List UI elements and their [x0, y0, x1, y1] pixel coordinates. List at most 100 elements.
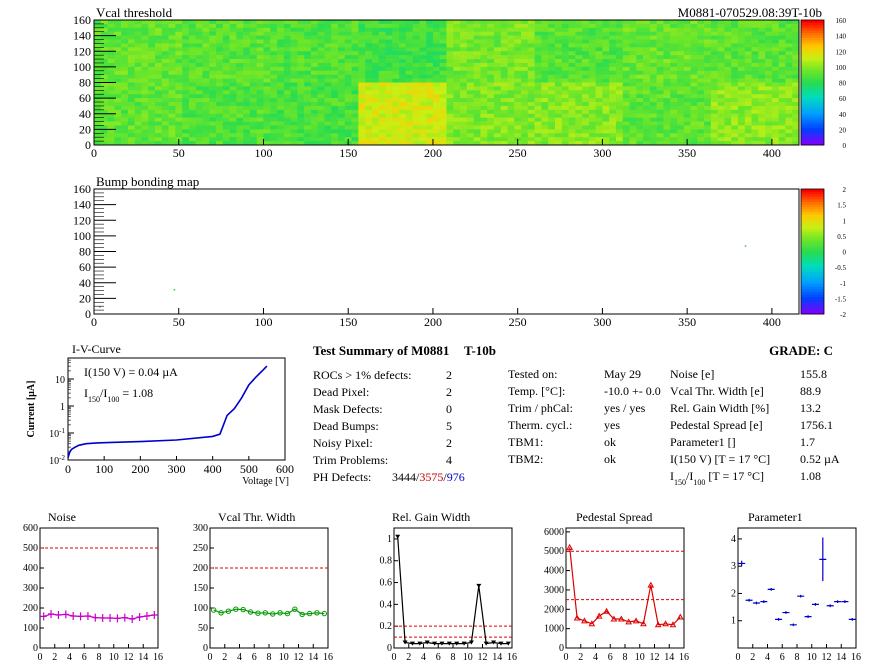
map1-cell [466, 129, 474, 134]
map1-cell [256, 105, 264, 111]
map1-cell [636, 90, 644, 95]
map1-cell [602, 55, 610, 60]
map1-cell [310, 31, 319, 36]
map1-cell [195, 43, 203, 48]
map1-cell [710, 94, 718, 99]
map1-cell [290, 98, 298, 103]
map1-cell [378, 39, 386, 44]
palette-swatch [801, 271, 824, 275]
map1-cell [683, 55, 691, 60]
map1-cell [310, 105, 319, 111]
map1-cell [480, 141, 488, 146]
map1-cell [317, 39, 325, 44]
map1-cell [602, 35, 610, 40]
map1-cell [432, 133, 441, 138]
iv-ytick-label: 10-2 [49, 454, 65, 467]
roc-xtick-label: 10 [807, 652, 817, 663]
map1-cell [141, 90, 149, 95]
roc-point [841, 600, 849, 603]
map1-cell [785, 27, 793, 33]
map1-cell [460, 47, 468, 52]
map1-cell [107, 141, 115, 146]
map1-cell [758, 102, 766, 107]
map1-cell [148, 55, 156, 60]
map1-cell [277, 137, 285, 142]
roc-xtick-label: 16 [851, 652, 861, 663]
map1-cell [304, 113, 312, 118]
map1-cell [141, 66, 149, 72]
map1-cell [358, 137, 366, 142]
palette-swatch [801, 204, 824, 207]
map1-cell [595, 109, 603, 115]
map1-cell [371, 102, 380, 107]
map1-cell [487, 102, 495, 107]
map1-cell [317, 98, 325, 103]
map1-cell [304, 43, 312, 48]
map1-cell [649, 90, 657, 95]
map1-cell [500, 23, 508, 29]
map1-cell [290, 62, 298, 68]
map1-cell [256, 20, 264, 25]
map1-cell [771, 94, 779, 99]
map1-cell [94, 70, 102, 75]
map1-cell [751, 129, 759, 134]
map1-cell [243, 102, 251, 107]
map1-cell [324, 27, 332, 33]
map1-cell [114, 137, 122, 142]
map1-cell [432, 59, 441, 64]
map1-cell [446, 62, 454, 68]
map1-cell [100, 82, 108, 87]
map1-cell [127, 133, 135, 138]
map1-cell [595, 55, 603, 60]
map1-cell [676, 98, 685, 103]
map1-cell [148, 39, 156, 44]
map1-cell [338, 98, 346, 103]
map1-cell [100, 98, 108, 103]
map1-cell [663, 98, 671, 103]
map1-cell [426, 55, 434, 60]
map1-cell [399, 113, 407, 118]
map1-cell [270, 90, 278, 95]
map1-cell [609, 117, 617, 122]
map1-cell [629, 51, 637, 56]
map1-cell [548, 137, 556, 142]
map1-cell [432, 31, 441, 36]
map1-cell [263, 82, 271, 87]
map1-cell [155, 43, 163, 48]
map1-cell [697, 78, 705, 83]
map1-cell [737, 47, 746, 52]
map1-cell [595, 133, 603, 138]
map1-cell [121, 121, 129, 126]
map1-cell [358, 109, 366, 115]
map1-cell [202, 129, 210, 134]
map1-cell [602, 66, 610, 72]
map1-cell [575, 78, 583, 83]
map1-cell [426, 117, 434, 122]
map1-cell [277, 47, 285, 52]
map1-cell [521, 70, 529, 75]
map1-cell [317, 82, 325, 87]
map1-cell [94, 51, 102, 56]
map1-cell [697, 125, 705, 130]
map1-cell [758, 35, 766, 40]
map1-cell [283, 35, 291, 40]
map1-cell [473, 129, 481, 134]
map1-cell [263, 51, 271, 56]
palette-swatch [801, 216, 824, 220]
roc-series-line [397, 536, 509, 645]
map1-cell [324, 90, 332, 95]
map1-cell [365, 129, 373, 134]
map1-cell [771, 86, 779, 91]
map1-cell [737, 31, 746, 36]
map1-cell [270, 113, 278, 118]
iv-annotation-i150: I(150 V) = 0.04 µA [84, 365, 178, 379]
map1-cell [114, 20, 122, 25]
map1-cell [663, 70, 671, 75]
map1-cell [148, 23, 156, 29]
map1-cell [155, 74, 163, 79]
map1-cell [141, 31, 149, 36]
roc-chart-frame [39, 527, 159, 649]
map-ytick-label: 100 [73, 60, 91, 74]
roc-ytick-label: 3000 [544, 585, 564, 596]
map1-cell [480, 74, 488, 79]
